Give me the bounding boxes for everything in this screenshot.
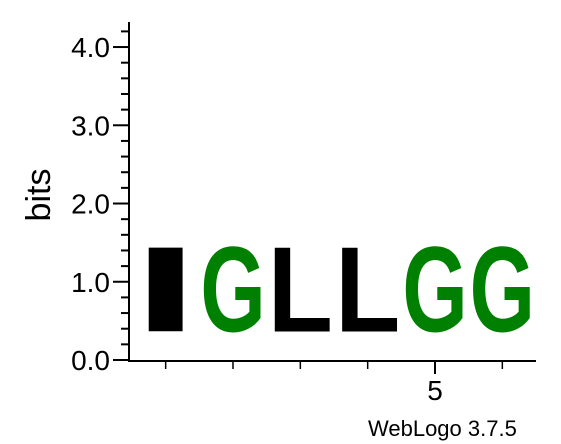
y-tick-label: 4.0 bbox=[71, 32, 110, 63]
y-tick-label: 0.0 bbox=[71, 345, 110, 376]
logo-letter-L-pos3: L bbox=[268, 222, 333, 358]
logo-letter-L-pos4: L bbox=[335, 222, 400, 358]
weblogo-credit: WebLogo 3.7.5 bbox=[368, 416, 517, 441]
x-axis: 5 bbox=[128, 360, 536, 406]
y-tick-label: 1.0 bbox=[71, 267, 110, 298]
logo-letter-G-pos5: G bbox=[402, 222, 467, 358]
logo-letter-G-pos2: G bbox=[200, 222, 265, 358]
y-tick-label: 3.0 bbox=[71, 110, 110, 141]
x-tick-label: 5 bbox=[427, 375, 443, 406]
y-axis: 0.0 1.0 2.0 3.0 4.0 bbox=[71, 22, 130, 376]
y-tick-label: 2.0 bbox=[71, 189, 110, 220]
logo-letter-G-pos6: G bbox=[470, 222, 535, 358]
y-axis-title: bits bbox=[20, 169, 58, 222]
logo-letter-I-pos1: I bbox=[133, 221, 198, 357]
